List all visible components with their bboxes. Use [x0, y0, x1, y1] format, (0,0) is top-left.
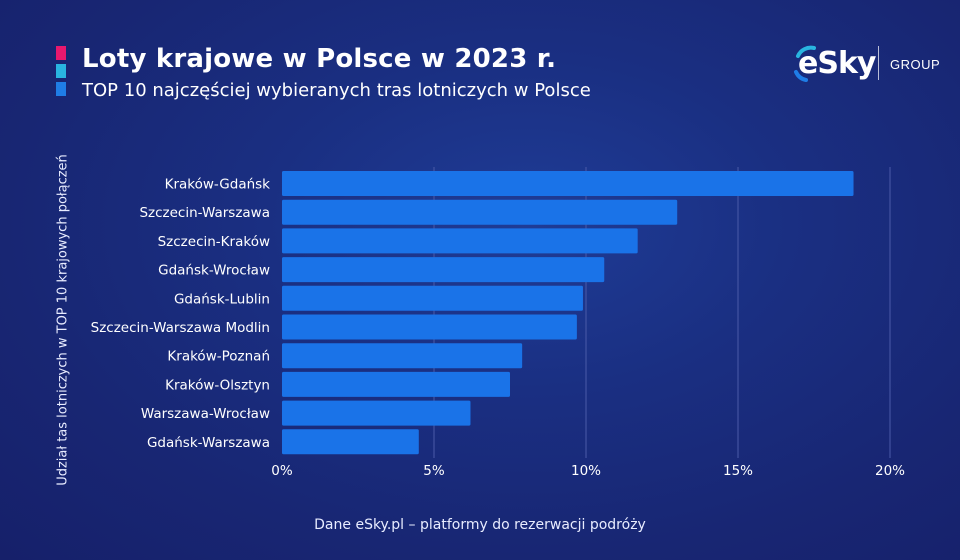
logo-group-text: GROUP	[890, 57, 941, 72]
bar-8	[282, 400, 471, 426]
category-label-1: Szczecin-Warszawa	[139, 205, 270, 221]
category-label-3: Gdańsk-Wrocław	[158, 263, 270, 279]
accent-bars	[56, 46, 66, 100]
bar-1	[282, 199, 678, 225]
bar-3	[282, 257, 605, 283]
accent-bar-cyan	[56, 64, 66, 78]
accent-bar-blue	[56, 82, 66, 96]
category-label-6: Kraków-Poznań	[167, 349, 270, 365]
category-label-7: Kraków-Olsztyn	[165, 377, 270, 393]
accent-bar-pink	[56, 46, 66, 60]
x-tick-label-2: 10%	[571, 463, 601, 479]
x-tick-label-0: 0%	[271, 463, 293, 479]
bar-5	[282, 314, 577, 340]
bar-0	[282, 171, 854, 196]
x-tick-label-3: 15%	[723, 463, 753, 479]
x-tick-label-1: 5%	[423, 463, 445, 479]
bar-4	[282, 285, 583, 311]
bar-6	[282, 343, 523, 369]
logo-arc-icon	[794, 45, 816, 82]
logo-separator	[878, 46, 879, 80]
category-label-9: Gdańsk-Warszawa	[147, 435, 270, 451]
chart-title: Loty krajowe w Polsce w 2023 r.	[82, 44, 557, 74]
chart-subtitle: TOP 10 najczęściej wybieranych tras lotn…	[82, 80, 591, 101]
category-label-2: Szczecin-Kraków	[158, 234, 270, 250]
category-label-4: Gdańsk-Lublin	[174, 291, 270, 307]
bar-2	[282, 228, 638, 254]
bar-9	[282, 429, 419, 455]
x-tick-label-4: 20%	[875, 463, 905, 479]
category-label-5: Szczecin-Warszawa Modlin	[91, 320, 270, 336]
bar-7	[282, 371, 510, 397]
category-label-0: Kraków-Gdańsk	[165, 177, 271, 193]
esky-group-logo: eSky GROUP	[792, 44, 952, 88]
source-footer: Dane eSky.pl – platformy do rezerwacji p…	[314, 517, 646, 533]
logo-brand: eSky	[798, 46, 876, 81]
category-label-8: Warszawa-Wrocław	[141, 406, 270, 422]
